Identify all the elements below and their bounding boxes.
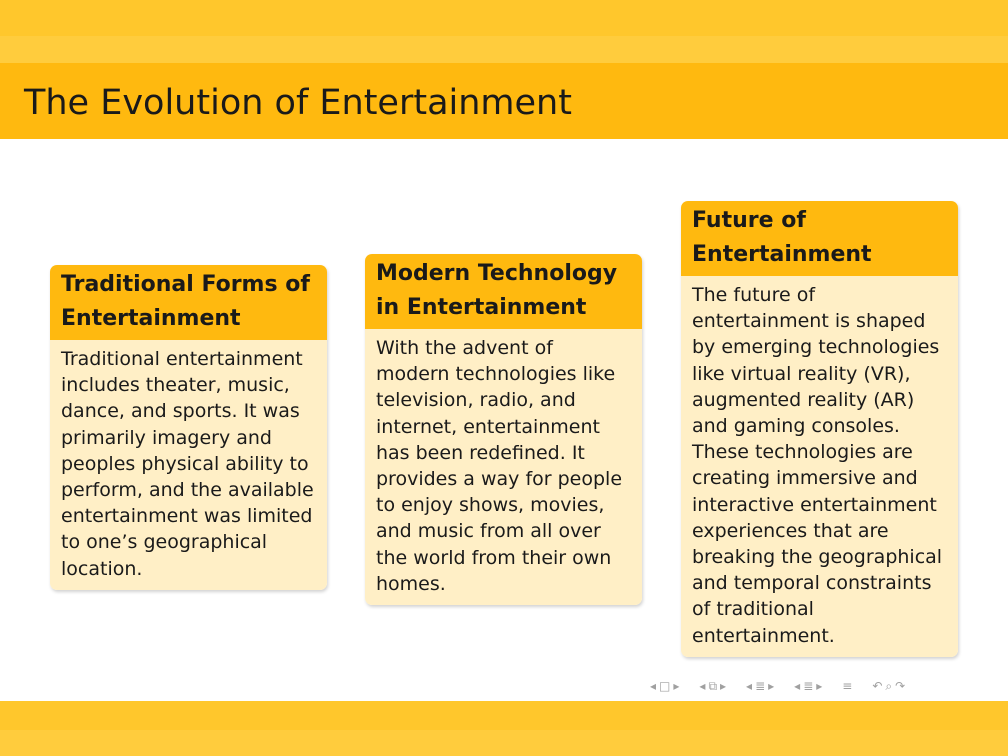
back-icon[interactable]: ↶	[872, 679, 883, 693]
frame-icon[interactable]: □	[659, 679, 671, 693]
arrow-left-icon[interactable]: ◂	[699, 679, 706, 693]
block-title: Future of Entertainment	[681, 201, 958, 276]
block-traditional-entertainment: Traditional Forms of Entertainment Tradi…	[50, 265, 327, 590]
header-band-top	[0, 0, 1008, 36]
arrow-right-icon[interactable]: ▸	[816, 679, 823, 693]
forward-icon[interactable]: ↷	[895, 679, 906, 693]
arrow-left-icon[interactable]: ◂	[746, 679, 753, 693]
arrow-right-icon[interactable]: ▸	[768, 679, 775, 693]
block-body: Traditional entertainment includes theat…	[50, 340, 327, 590]
search-icon[interactable]: ⌕	[885, 679, 893, 693]
section-icon[interactable]: ≣	[803, 679, 814, 693]
title-bar	[0, 63, 1008, 139]
section-icon[interactable]: ≣	[755, 679, 766, 693]
arrow-left-icon[interactable]: ◂	[650, 679, 657, 693]
block-future-entertainment: Future of Entertainment The future of en…	[681, 201, 958, 657]
block-title: Traditional Forms of Entertainment	[50, 265, 327, 340]
block-title: Modern Technology in Entertainment	[365, 254, 642, 329]
arrow-left-icon[interactable]: ◂	[794, 679, 801, 693]
header-band-middle	[0, 36, 1008, 63]
block-body: The future of entertainment is shaped by…	[681, 276, 958, 657]
slide-title: The Evolution of Entertainment	[24, 83, 572, 123]
beamer-navigation-bar: ◂ □ ▸ ◂ ⧉ ▸ ◂ ≣ ▸ ◂ ≣ ▸ ≡ ↶ ⌕ ↷	[650, 676, 905, 696]
block-body: With the advent of modern technologies l…	[365, 329, 642, 606]
block-modern-technology: Modern Technology in Entertainment With …	[365, 254, 642, 606]
arrow-right-icon[interactable]: ▸	[673, 679, 680, 693]
arrow-right-icon[interactable]: ▸	[720, 679, 727, 693]
footer-band-top	[0, 701, 1008, 730]
subsection-icon[interactable]: ⧉	[708, 679, 718, 693]
footer-band-bottom	[0, 730, 1008, 756]
outline-icon[interactable]: ≡	[842, 679, 853, 693]
